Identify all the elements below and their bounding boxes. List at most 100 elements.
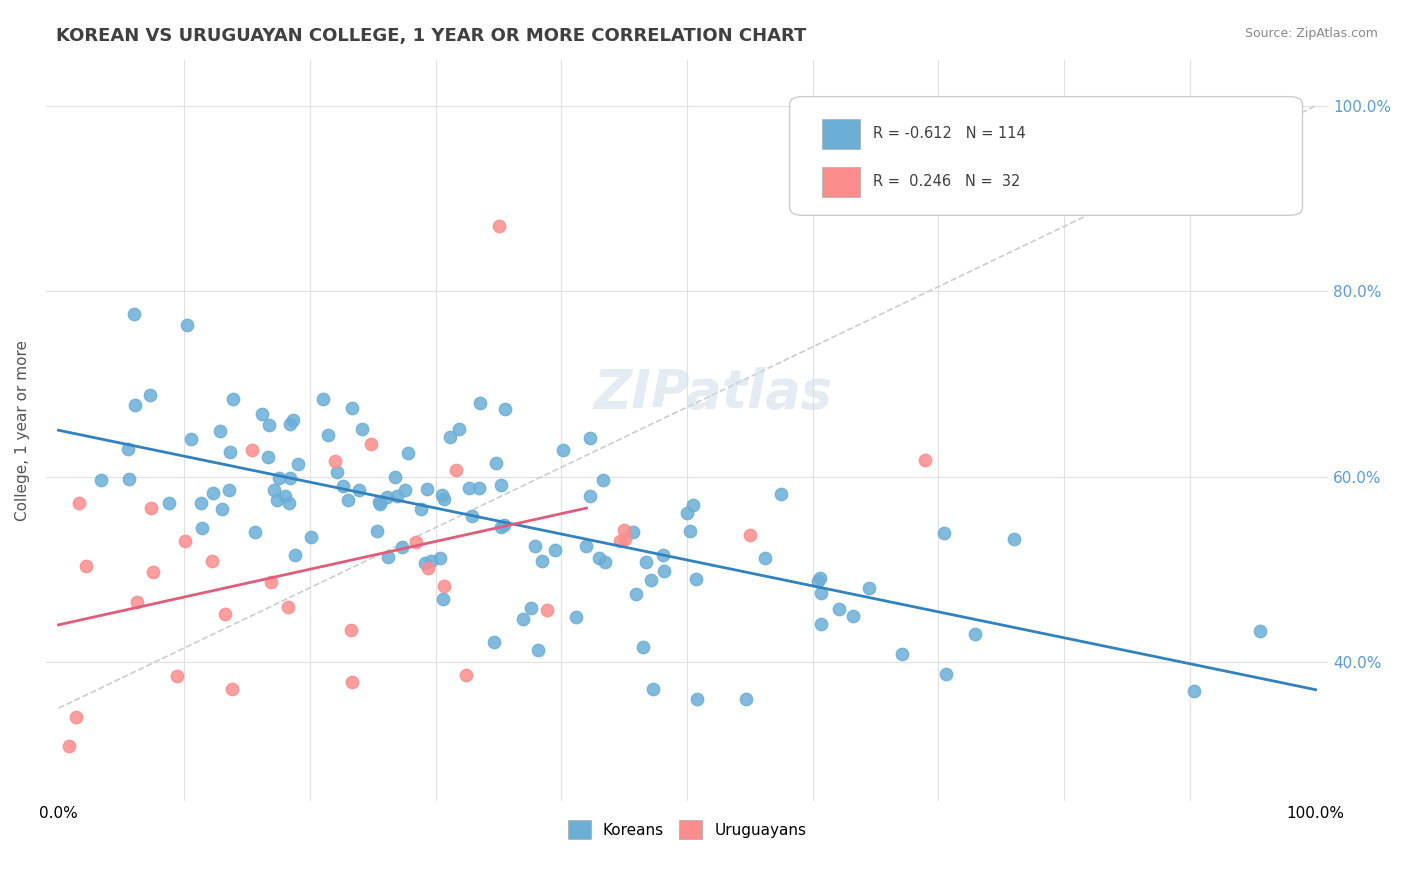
Point — [259, 417, 281, 432]
Point — [461, 509, 484, 524]
Point — [614, 532, 637, 546]
Point — [524, 539, 547, 553]
Point — [578, 489, 600, 503]
Point — [444, 463, 467, 477]
Point — [458, 481, 481, 495]
Point — [914, 452, 936, 467]
Point — [420, 554, 443, 568]
Point — [770, 487, 793, 501]
Point — [278, 417, 301, 432]
Point — [409, 502, 432, 516]
Point — [201, 554, 224, 568]
Point — [640, 573, 662, 587]
Y-axis label: College, 1 year or more: College, 1 year or more — [15, 340, 30, 521]
Point — [536, 603, 558, 617]
Point — [544, 543, 567, 558]
Point — [1002, 533, 1025, 547]
Point — [430, 488, 453, 502]
FancyBboxPatch shape — [821, 119, 860, 149]
Point — [340, 401, 363, 415]
Point — [468, 482, 491, 496]
Point — [575, 539, 598, 553]
Point — [613, 523, 636, 537]
Point — [58, 739, 80, 753]
Point — [287, 458, 309, 472]
Point — [679, 524, 702, 538]
Point — [636, 555, 658, 569]
Point — [492, 518, 515, 533]
Point — [551, 442, 574, 457]
Point — [621, 524, 644, 539]
Point — [368, 495, 391, 509]
Point — [685, 572, 707, 586]
Point — [277, 600, 299, 615]
Point — [494, 401, 516, 416]
Point — [347, 483, 370, 497]
Point — [299, 530, 322, 544]
Point — [166, 669, 188, 683]
Point — [65, 710, 87, 724]
Point — [485, 457, 508, 471]
Point — [312, 392, 335, 406]
Point — [218, 483, 240, 497]
Point — [284, 548, 307, 562]
Point — [202, 486, 225, 500]
Point — [176, 318, 198, 332]
Point — [394, 483, 416, 497]
Point — [174, 533, 197, 548]
Point — [520, 601, 543, 615]
Point — [735, 692, 758, 706]
Point — [360, 436, 382, 450]
Point — [682, 498, 704, 512]
Point — [266, 492, 288, 507]
Point — [221, 681, 243, 696]
Point — [368, 497, 391, 511]
Point — [652, 549, 675, 563]
Point — [336, 493, 359, 508]
Point — [117, 472, 139, 486]
Point — [416, 561, 439, 575]
Point — [339, 623, 361, 637]
Point — [125, 595, 148, 609]
Point — [243, 524, 266, 539]
Point — [963, 627, 986, 641]
Point — [433, 491, 456, 506]
Point — [250, 407, 273, 421]
Point — [432, 591, 454, 606]
Point — [180, 432, 202, 446]
Point — [527, 643, 550, 657]
Text: R = -0.612   N = 114: R = -0.612 N = 114 — [873, 127, 1026, 141]
Point — [686, 691, 709, 706]
Point — [932, 525, 955, 540]
Point — [219, 445, 242, 459]
Point — [316, 428, 339, 442]
Point — [484, 635, 506, 649]
Point — [278, 471, 301, 485]
Point — [323, 453, 346, 467]
Point — [139, 501, 162, 516]
Point — [468, 396, 491, 410]
Point — [269, 471, 291, 485]
Point — [191, 521, 214, 535]
Point — [588, 551, 610, 566]
Point — [352, 422, 374, 436]
Point — [124, 398, 146, 412]
Text: ZIPatlas: ZIPatlas — [593, 368, 832, 419]
Point — [117, 442, 139, 456]
Point — [277, 495, 299, 509]
Point — [488, 219, 510, 234]
Point — [935, 667, 957, 681]
Point — [263, 483, 285, 498]
Point — [377, 490, 399, 504]
Point — [512, 612, 534, 626]
Point — [858, 581, 880, 595]
Point — [139, 387, 162, 401]
Point — [416, 482, 439, 496]
Legend: Koreans, Uruguayans: Koreans, Uruguayans — [561, 814, 813, 845]
Point — [332, 479, 354, 493]
Point — [211, 502, 233, 516]
Point — [240, 442, 263, 457]
Point — [75, 559, 97, 574]
FancyBboxPatch shape — [790, 96, 1302, 215]
Point — [142, 566, 165, 580]
